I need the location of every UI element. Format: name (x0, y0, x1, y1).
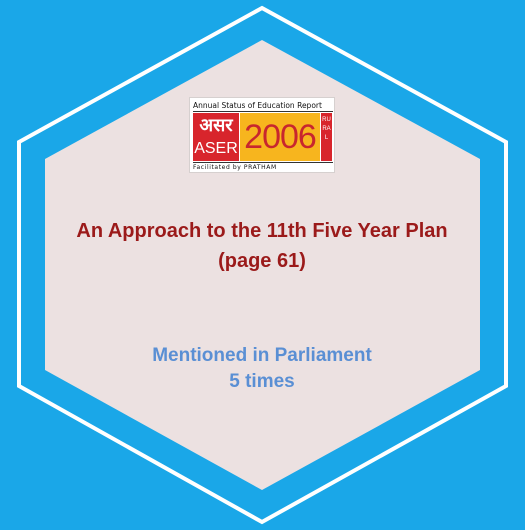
logo-wordmark: असर ASER (193, 113, 239, 161)
hexagon-panel (45, 40, 480, 490)
logo-year: 2006 (240, 113, 320, 161)
logo-rural-tag: RURAL (321, 113, 332, 161)
mention-block: Mentioned in Parliament 5 times (112, 343, 412, 395)
hexagon-outline (17, 5, 508, 525)
mention-line-2: 5 times (229, 371, 295, 392)
logo-facilitated-by: Facilitated by PRATHAM (193, 162, 333, 173)
aser-logo: Annual Status of Education Report असर AS… (189, 97, 335, 173)
logo-hindi-text: असर (199, 115, 233, 136)
logo-report-title: Annual Status of Education Report (193, 100, 333, 112)
headline: An Approach to the 11th Five Year Plan (… (76, 220, 448, 272)
logo-aser-text: ASER (194, 140, 238, 157)
mention-line-1: Mentioned in Parliament (152, 345, 372, 366)
